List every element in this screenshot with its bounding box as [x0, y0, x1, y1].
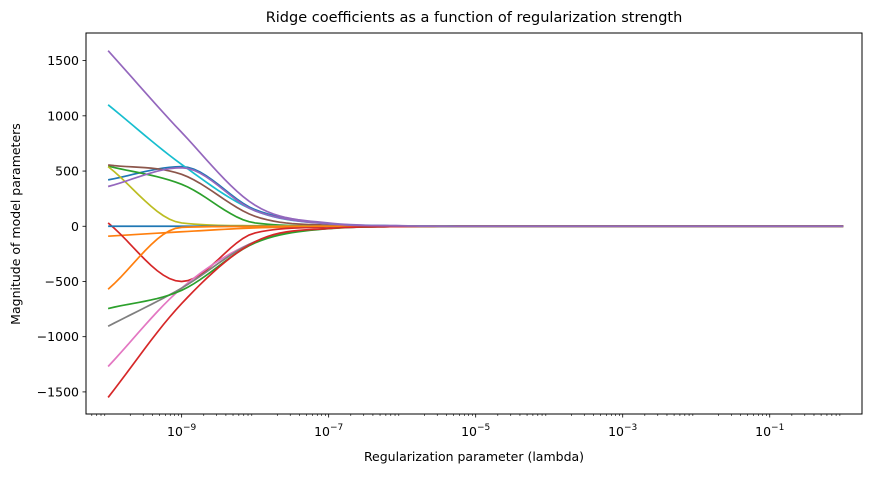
x-axis-ticks: 10−9 10−7 10−5 10−3 10−1	[91, 414, 841, 439]
y-axis-ticks: 1500 1000 500 0 −500 −1000 −1500	[37, 53, 86, 399]
coefficient-line-6	[108, 164, 844, 228]
plot-lines	[107, 50, 844, 398]
x-tick-label: 10−7	[314, 423, 343, 439]
coefficient-line-12	[107, 225, 844, 290]
y-tick-label: −1500	[37, 384, 79, 399]
coefficient-line-9	[107, 165, 844, 228]
coefficient-line-1	[107, 165, 844, 228]
plot-frame	[85, 32, 863, 415]
x-tick-label: 10−5	[461, 423, 490, 439]
y-tick-label: −500	[45, 274, 79, 289]
y-tick-label: 1500	[47, 53, 79, 68]
coefficient-line-8	[107, 225, 844, 327]
y-tick-label: 1000	[47, 108, 79, 123]
x-tick-label: 10−1	[755, 423, 784, 439]
x-tick-label: 10−3	[608, 423, 637, 439]
coefficient-line-2	[108, 225, 844, 238]
coefficient-line-7	[107, 225, 844, 368]
y-tick-label: 0	[71, 219, 79, 234]
chart-title: Ridge coefficients as a function of regu…	[266, 10, 683, 26]
coefficient-line-10	[107, 104, 844, 228]
coefficient-line-4	[107, 222, 844, 283]
x-axis-title: Regularization parameter (lambda)	[364, 449, 584, 464]
y-axis-title: Magnitude of model parameters	[8, 123, 23, 325]
y-tick-label: −1000	[37, 329, 79, 344]
coefficient-line-14	[107, 225, 844, 398]
coefficient-line-15	[107, 166, 844, 228]
coefficient-line-5	[107, 50, 844, 228]
y-tick-label: 500	[55, 164, 79, 179]
x-tick-label: 10−9	[167, 423, 196, 439]
